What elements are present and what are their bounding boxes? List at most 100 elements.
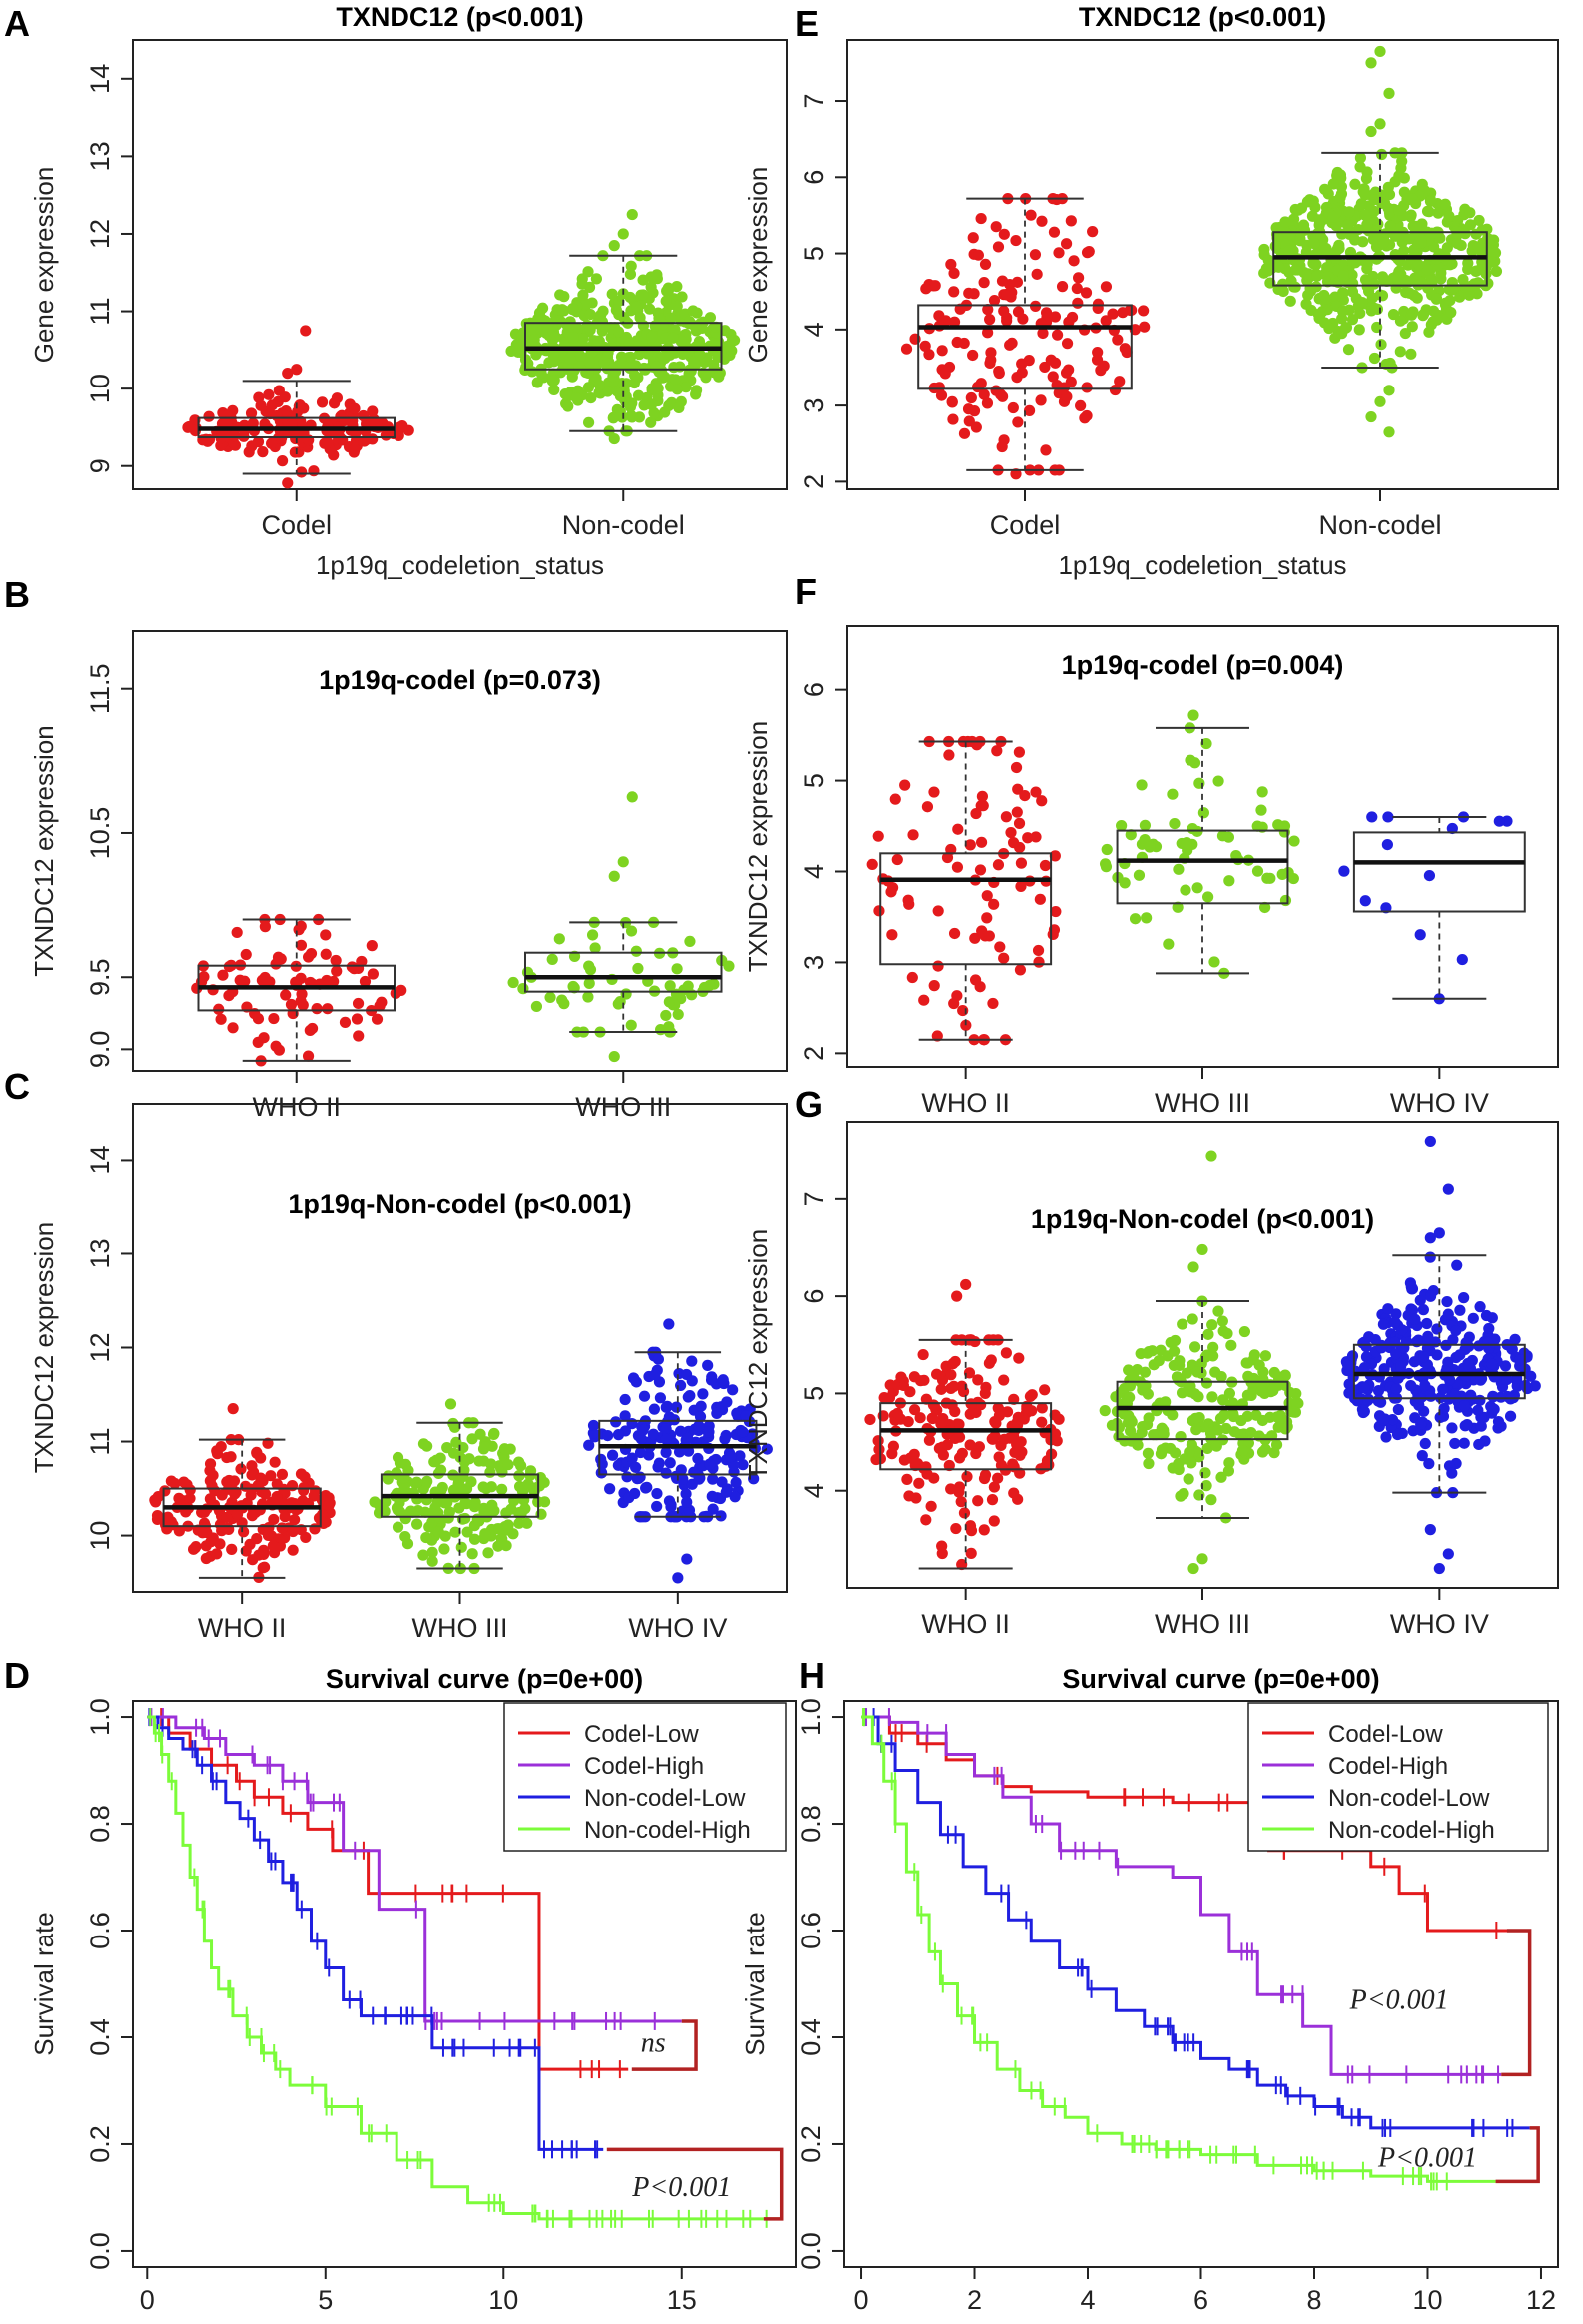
data-point	[671, 384, 683, 395]
data-point	[1168, 1345, 1181, 1357]
data-point	[366, 940, 378, 952]
data-point	[967, 232, 979, 244]
data-point	[586, 929, 599, 941]
data-point	[1499, 1360, 1512, 1372]
data-point	[1447, 282, 1459, 294]
data-point	[257, 1562, 269, 1574]
data-point	[956, 1447, 968, 1459]
data-point	[1424, 195, 1437, 207]
data-point	[592, 335, 604, 347]
data-point	[660, 1446, 672, 1458]
data-point	[972, 249, 984, 261]
x-tick-label: Codel	[990, 510, 1061, 540]
data-point	[1443, 210, 1455, 222]
data-point	[359, 975, 372, 988]
outlier-point	[1010, 468, 1022, 480]
data-point	[979, 258, 992, 271]
data-point	[1014, 964, 1026, 976]
data-point	[285, 998, 298, 1011]
panel-d: D Survival curve (p=0e+00) 0.0 0.2 0.4 0.6 0.8…	[4, 1655, 797, 2315]
data-point	[279, 391, 291, 403]
data-point	[1222, 831, 1235, 843]
data-point	[1437, 1383, 1449, 1395]
data-point	[1406, 193, 1419, 205]
outlier-point	[951, 1290, 963, 1302]
data-point	[246, 1460, 258, 1472]
data-point	[1474, 1301, 1486, 1313]
data-point	[693, 335, 706, 348]
data-point	[936, 1547, 948, 1560]
legend-box	[503, 1702, 787, 1852]
data-point	[1362, 1394, 1374, 1406]
data-point	[1189, 1341, 1201, 1353]
data-point	[246, 1510, 258, 1522]
data-point	[1212, 1305, 1224, 1317]
data-point	[1287, 872, 1299, 885]
data-point	[969, 974, 982, 986]
data-point	[651, 1500, 663, 1513]
data-point	[943, 749, 955, 761]
data-point	[1462, 1357, 1474, 1370]
outlier-point	[282, 368, 294, 380]
x-tick-label: Non-codel	[1318, 510, 1441, 540]
data-point	[1029, 249, 1042, 261]
data-point	[1359, 189, 1371, 201]
data-point	[1501, 1373, 1513, 1386]
data-point	[734, 1450, 746, 1462]
data-point	[607, 412, 619, 424]
data-point	[1279, 216, 1291, 228]
data-point	[1143, 1457, 1155, 1470]
data-point	[1341, 219, 1354, 231]
data-point	[665, 1501, 677, 1513]
panel-letter: F	[795, 571, 817, 612]
data-point	[530, 1000, 543, 1013]
data-point	[919, 340, 931, 352]
data-point	[1408, 1356, 1421, 1368]
data-point	[1112, 334, 1124, 346]
data-point	[972, 1495, 984, 1507]
data-point	[536, 302, 549, 314]
data-point	[954, 303, 966, 315]
data-point	[693, 1420, 705, 1432]
outlier-point	[608, 1050, 620, 1063]
data-point	[1212, 775, 1224, 787]
data-point	[647, 1428, 660, 1440]
y-tick-label: 0.4	[85, 2018, 115, 2056]
data-point	[1223, 1387, 1236, 1400]
data-point	[577, 333, 589, 345]
data-point	[590, 273, 603, 285]
data-point	[1409, 1313, 1421, 1325]
y-axis-label: TXNDC12 expression	[29, 725, 59, 976]
data-point	[548, 375, 560, 387]
data-point	[1442, 1308, 1454, 1320]
data-point	[601, 386, 614, 397]
data-point	[231, 926, 243, 939]
data-point	[293, 924, 305, 936]
data-point	[1039, 859, 1052, 872]
data-point	[1000, 811, 1012, 823]
data-point	[1463, 289, 1475, 301]
data-point	[948, 267, 960, 279]
legend: Codel-Low Codel-High Non-codel-Low Non-code…	[503, 1702, 787, 1852]
x-tick-label: WHO III	[575, 1092, 671, 1122]
data-point	[951, 861, 964, 873]
data-point	[183, 420, 195, 433]
data-point	[612, 1459, 624, 1471]
data-point	[1380, 1431, 1392, 1443]
y-axis-label: Gene expression	[29, 167, 59, 364]
data-point	[1421, 1317, 1433, 1330]
group-codel: Codel	[182, 325, 414, 540]
data-point	[951, 990, 963, 1002]
data-point	[214, 1538, 226, 1550]
data-point	[270, 958, 282, 970]
data-point	[485, 1458, 497, 1470]
data-point	[621, 1471, 633, 1483]
data-point	[975, 836, 988, 848]
y-tick-label: 1.0	[85, 1698, 115, 1736]
data-point	[1099, 1405, 1111, 1417]
data-point	[1136, 1426, 1148, 1439]
outlier-point	[681, 1553, 693, 1565]
data-point	[1369, 193, 1381, 206]
survival-curve	[861, 1715, 1513, 1933]
data-point	[981, 397, 994, 409]
